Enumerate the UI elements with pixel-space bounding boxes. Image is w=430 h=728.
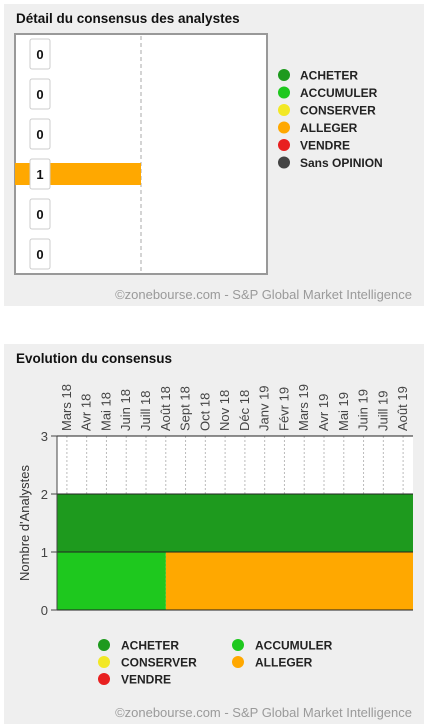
legend-marker bbox=[232, 656, 244, 668]
x-tick-label: Avr 18 bbox=[79, 394, 94, 431]
data-label: 0 bbox=[36, 47, 43, 62]
legend-marker bbox=[232, 639, 244, 651]
area-alleger bbox=[165, 552, 413, 610]
legend-entry: ACCUMULER bbox=[255, 639, 333, 653]
plot-area bbox=[14, 33, 268, 275]
area-accumuler bbox=[57, 552, 166, 610]
legend-marker bbox=[278, 86, 290, 99]
y-tick-label: 2 bbox=[41, 487, 48, 502]
x-tick-label: Mars 18 bbox=[59, 384, 74, 431]
value-box bbox=[29, 118, 51, 150]
credit-text: ©zonebourse.com - S&P Global Market Inte… bbox=[115, 705, 412, 720]
legend-marker bbox=[98, 639, 110, 651]
data-label: 0 bbox=[36, 247, 43, 262]
x-tick-label: Déc 18 bbox=[237, 390, 252, 431]
x-tick-label: Mars 19 bbox=[296, 384, 311, 431]
legend-marker bbox=[98, 673, 110, 685]
x-tick-label: Juill 18 bbox=[138, 391, 153, 431]
legend-entry: CONSERVER bbox=[121, 656, 197, 670]
x-tick-label: Avr 19 bbox=[316, 394, 331, 431]
x-tick-label: Mai 19 bbox=[336, 392, 351, 431]
x-tick-label: Oct 18 bbox=[197, 393, 212, 431]
value-box bbox=[29, 38, 51, 70]
data-label: 1 bbox=[36, 167, 43, 182]
value-box bbox=[29, 238, 51, 270]
y-axis-label: Nombre d'Analystes bbox=[17, 465, 32, 581]
legend-entry: ACCUMULER bbox=[300, 86, 378, 100]
legend-entry: ALLEGER bbox=[300, 121, 358, 135]
legend-entry: CONSERVER bbox=[300, 104, 376, 118]
x-tick-label: Juin 18 bbox=[118, 389, 133, 431]
consensus-detail-chart: 0 0 0 1 0 0 ACHETER ACCUMULER CONSERVER ALLEGER VE… bbox=[14, 33, 383, 275]
value-box bbox=[29, 158, 51, 190]
y-tick-label: 0 bbox=[41, 603, 48, 618]
legend-marker bbox=[278, 69, 290, 81]
legend-entry: ACHETER bbox=[121, 639, 179, 653]
x-tick-label: Août 18 bbox=[158, 386, 173, 431]
value-box bbox=[29, 198, 51, 230]
consensus-evolution-panel: Evolution du consensus 0 1 2 3 Nombre d'Anal… bbox=[4, 344, 424, 724]
area-acheter bbox=[57, 494, 413, 552]
x-tick-label: Juin 19 bbox=[356, 389, 371, 431]
value-box bbox=[29, 78, 51, 110]
legend-marker bbox=[278, 156, 290, 169]
legend-marker bbox=[278, 121, 290, 134]
data-label: 0 bbox=[36, 207, 43, 222]
x-tick-label: Sept 18 bbox=[178, 386, 193, 431]
legend-marker bbox=[98, 656, 110, 668]
data-label: 0 bbox=[36, 127, 43, 142]
x-tick-label: Nov 18 bbox=[217, 390, 232, 431]
legend-entry: VENDRE bbox=[121, 673, 171, 687]
credit-text: ©zonebourse.com - S&P Global Market Inte… bbox=[115, 287, 412, 302]
consensus-detail-title: Détail du consensus des analystes bbox=[16, 11, 240, 26]
x-tick-label: Juill 19 bbox=[375, 391, 390, 431]
x-tick-label: Août 19 bbox=[395, 386, 410, 431]
legend-entry: Sans OPINION bbox=[300, 156, 383, 170]
legend-entry: ACHETER bbox=[300, 69, 358, 83]
consensus-evolution-title: Evolution du consensus bbox=[16, 351, 173, 366]
y-tick-label: 1 bbox=[41, 545, 48, 560]
x-tick-label: Févr 19 bbox=[276, 387, 291, 431]
y-tick-label: 3 bbox=[41, 429, 48, 444]
legend-entry: VENDRE bbox=[300, 139, 350, 153]
x-tick-label: Mai 18 bbox=[98, 392, 113, 431]
x-tick-label: Janv 19 bbox=[257, 385, 272, 431]
consensus-evolution-chart: 0 1 2 3 Nombre d'Analystes Mars 18 Avr 18 Mai 1… bbox=[17, 384, 413, 687]
legend-marker bbox=[278, 104, 290, 116]
legend-entry: ALLEGER bbox=[255, 656, 313, 670]
legend-marker bbox=[278, 139, 290, 151]
data-label: 0 bbox=[36, 87, 43, 102]
